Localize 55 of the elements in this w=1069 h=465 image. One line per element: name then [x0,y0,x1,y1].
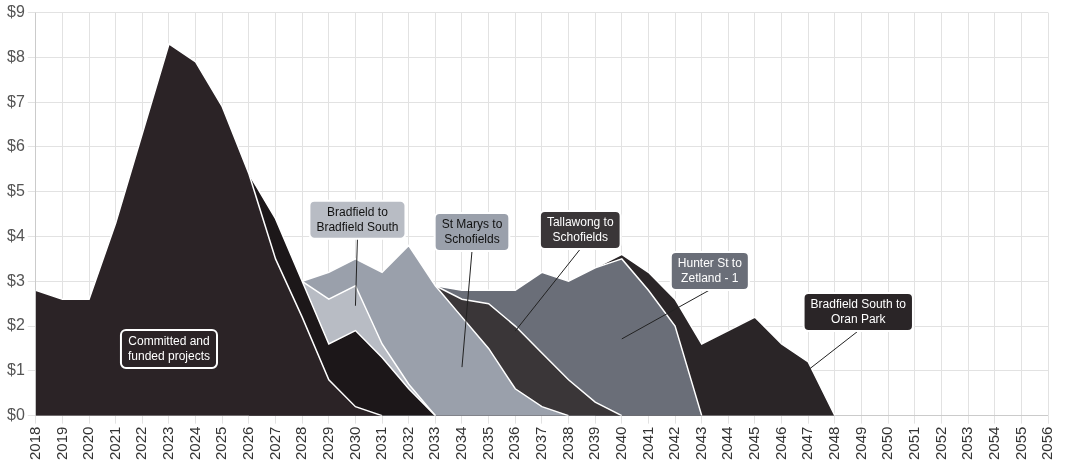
x-tick-label: 2040 [611,426,629,461]
text: Tallawong to Schofields [546,214,614,244]
x-tick-label: 2019 [52,426,70,461]
x-tick-label: 2032 [398,426,416,461]
x-tick-label: 2037 [532,426,550,461]
x-tick-label: 2031 [372,426,390,461]
x-tick-label: 2018 [25,426,43,461]
x-tick-label: 2021 [105,426,123,461]
x-tick-label: 2028 [292,426,310,461]
y-tick-label: $7 [7,92,25,110]
y-tick-label: $5 [7,182,25,200]
x-tick-label: 2030 [345,426,363,461]
x-tick-label: 2049 [851,426,869,461]
series-label: Committed and funded projects [127,333,211,363]
x-tick-label: 2041 [638,426,656,461]
x-tick-label: 2034 [452,426,470,461]
x-tick-label: 2045 [745,426,763,461]
text: Hunter St to Zetland - 1 [677,255,743,285]
x-tick-label: 2023 [159,426,177,461]
x-tick-label: 2053 [958,426,976,461]
x-tick-label: 2055 [1011,426,1029,461]
x-tick-label: 2025 [212,426,230,461]
x-tick-label: 2038 [558,426,576,461]
x-tick-label: 2039 [585,426,603,461]
x-tick-label: 2052 [931,426,949,461]
x-tick-label: 2035 [478,426,496,461]
text: Bradfield to Bradfield South [316,204,399,234]
x-tick-label: 2029 [318,426,336,461]
x-tick-label: 2022 [132,426,150,461]
y-tick-label: $9 [7,3,25,21]
x-tick-label: 2033 [425,426,443,461]
x-tick-label: 2047 [798,426,816,461]
x-tick-label: 2046 [771,426,789,461]
y-tick-label: $4 [7,226,25,244]
y-tick-label: $1 [7,361,25,379]
x-tick-label: 2043 [691,426,709,461]
x-tick-label: 2026 [239,426,257,461]
y-tick-label: $0 [7,406,25,424]
x-tick-label: 2050 [878,426,896,461]
x-tick-label: 2044 [718,426,736,461]
x-tick-label: 2020 [79,426,97,461]
y-tick-label: $3 [7,271,25,289]
y-tick-label: $8 [7,47,25,65]
y-tick-label: $6 [7,137,25,155]
x-tick-label: 2027 [265,426,283,461]
x-tick-label: 2051 [904,426,922,461]
x-tick-label: 2048 [825,426,843,461]
text: Bradfield South to Oran Park [810,296,907,326]
x-tick-label: 2054 [984,426,1002,461]
y-tick-label: $2 [7,316,25,334]
x-tick-label: 2024 [185,426,203,461]
text: St Marys to Schofields [441,216,503,246]
x-tick-label: 2036 [505,426,523,461]
x-tick-label: 2042 [665,426,683,461]
x-tick-label: 2056 [1038,426,1056,461]
